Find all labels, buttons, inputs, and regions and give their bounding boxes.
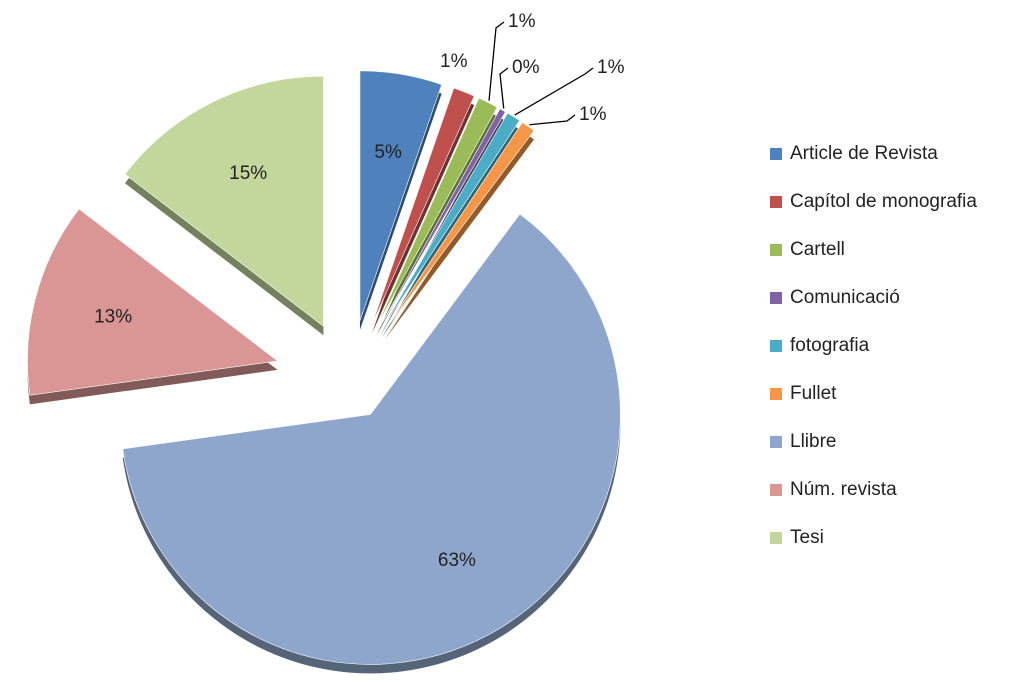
legend-swatch [770, 388, 782, 400]
data-label: 1% [508, 11, 536, 32]
legend-label: Tesi [790, 527, 824, 548]
legend-swatch [770, 436, 782, 448]
data-label: 0% [512, 57, 540, 78]
slice-side [372, 96, 475, 334]
slice [379, 108, 506, 328]
legend-label: fotografia [790, 335, 870, 356]
slice [376, 97, 498, 327]
legend-label: Comunicació [790, 287, 900, 308]
legend-swatch [770, 292, 782, 304]
data-label: 13% [94, 307, 132, 328]
slice [27, 208, 279, 396]
legend-swatch [770, 196, 782, 208]
leader-line [499, 67, 509, 109]
legend-swatch [770, 244, 782, 256]
slice-side [384, 131, 534, 340]
data-label: 1% [579, 104, 607, 125]
slice [381, 112, 520, 330]
legend-label: Capítol de monografia [790, 191, 977, 212]
slice [122, 213, 621, 665]
slice [371, 87, 475, 325]
slice [359, 70, 443, 321]
legend-label: Fullet [790, 383, 837, 404]
data-label: 63% [438, 550, 476, 571]
data-label: 1% [440, 51, 468, 72]
legend-swatch [770, 340, 782, 352]
leader-line [529, 114, 576, 126]
legend-label: Cartell [790, 239, 845, 260]
legend-swatch [770, 148, 782, 160]
slice [124, 75, 324, 327]
leader-line [514, 67, 594, 116]
data-label: 15% [229, 163, 267, 184]
slice [384, 121, 535, 332]
legend-swatch [770, 484, 782, 496]
legend-label: Article de Revista [790, 143, 938, 164]
legend-swatch [770, 532, 782, 544]
data-label: 5% [374, 142, 402, 163]
leader-line [488, 21, 505, 101]
legend-label: Llibre [790, 431, 836, 452]
data-label: 1% [597, 57, 625, 78]
legend-label: Núm. revista [790, 479, 897, 500]
